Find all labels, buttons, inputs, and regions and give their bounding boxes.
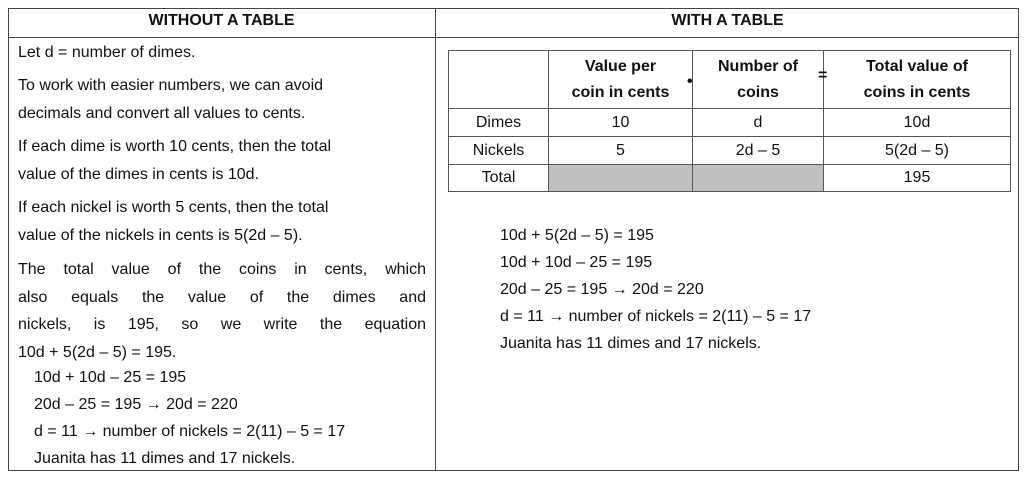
row-label: Dimes xyxy=(448,108,549,137)
solution-step: 10d + 5(2d – 5) = 195 xyxy=(500,227,654,244)
header-cell: Value per coin in cents xyxy=(548,50,693,109)
shaded-cell xyxy=(692,164,824,192)
table-cell: 195 xyxy=(823,164,1011,192)
table-cell: 10 xyxy=(548,108,693,137)
outer-table xyxy=(8,8,1019,471)
paragraph-line: 10d + 5(2d – 5) = 195. xyxy=(18,343,177,361)
solution-step: 20d – 25 = 195 → 20d = 220 xyxy=(34,396,238,413)
paragraph-line: To work with easier numbers, we can avoi… xyxy=(18,77,324,94)
solution-step: d = 11 → number of nickels = 2(11) – 5 =… xyxy=(500,308,812,325)
header-text: Number of xyxy=(718,57,798,75)
paragraph-line: also equals the value of the dimes and xyxy=(18,288,426,306)
solution-step: d = 11 → number of nickels = 2(11) – 5 =… xyxy=(34,423,346,440)
solution-step: Juanita has 11 dimes and 17 nickels. xyxy=(500,335,762,352)
paragraph-line: If each dime is worth 10 cents, then the… xyxy=(18,138,332,155)
operator: = xyxy=(818,67,828,84)
header-cell: Total value of coins in cents xyxy=(823,50,1011,109)
header-text: coins xyxy=(737,83,779,101)
row-label: Total xyxy=(448,164,549,192)
paragraph-line: The total value of the coins in cents, w… xyxy=(18,261,426,278)
header-text: Total value of xyxy=(866,57,968,75)
table-cell: d xyxy=(692,108,824,137)
table-cell: 2d – 5 xyxy=(692,136,824,165)
paragraph-line: value of the nickels in cents is 5(2d – … xyxy=(18,226,303,244)
header-text: coin in cents xyxy=(571,83,670,101)
operator: • xyxy=(687,73,693,90)
paragraph-line: nickels, is 195, so we write the equatio… xyxy=(18,316,426,333)
shaded-cell xyxy=(548,164,693,192)
column-header: WITH A TABLE xyxy=(671,12,784,29)
header-text: Value per xyxy=(584,57,657,75)
paragraph-line: value of the dimes in cents is 10d. xyxy=(18,165,260,183)
solution-step: 10d + 10d – 25 = 195 xyxy=(500,254,653,271)
table-cell: 10d xyxy=(823,108,1011,137)
table-cell: 5 xyxy=(548,136,693,165)
solution-step: 20d – 25 = 195 → 20d = 220 xyxy=(500,281,704,298)
header-text: coins in cents xyxy=(863,83,971,101)
paragraph-line: decimals and convert all values to cents… xyxy=(18,104,306,122)
paragraph-line: If each nickel is worth 5 cents, then th… xyxy=(18,199,329,216)
header-rule xyxy=(8,8,1019,38)
table-cell: 5(2d – 5) xyxy=(823,136,1011,165)
column-header: WITHOUT A TABLE xyxy=(148,12,295,29)
solution-step: Juanita has 11 dimes and 17 nickels. xyxy=(34,450,296,467)
solution-step: 10d + 10d – 25 = 195 xyxy=(34,369,187,386)
paragraph-line: Let d = number of dimes. xyxy=(18,44,196,61)
column-rule xyxy=(435,8,436,471)
row-label: Nickels xyxy=(448,136,549,165)
header-cell xyxy=(448,50,549,109)
header-cell: Number of coins xyxy=(692,50,824,109)
